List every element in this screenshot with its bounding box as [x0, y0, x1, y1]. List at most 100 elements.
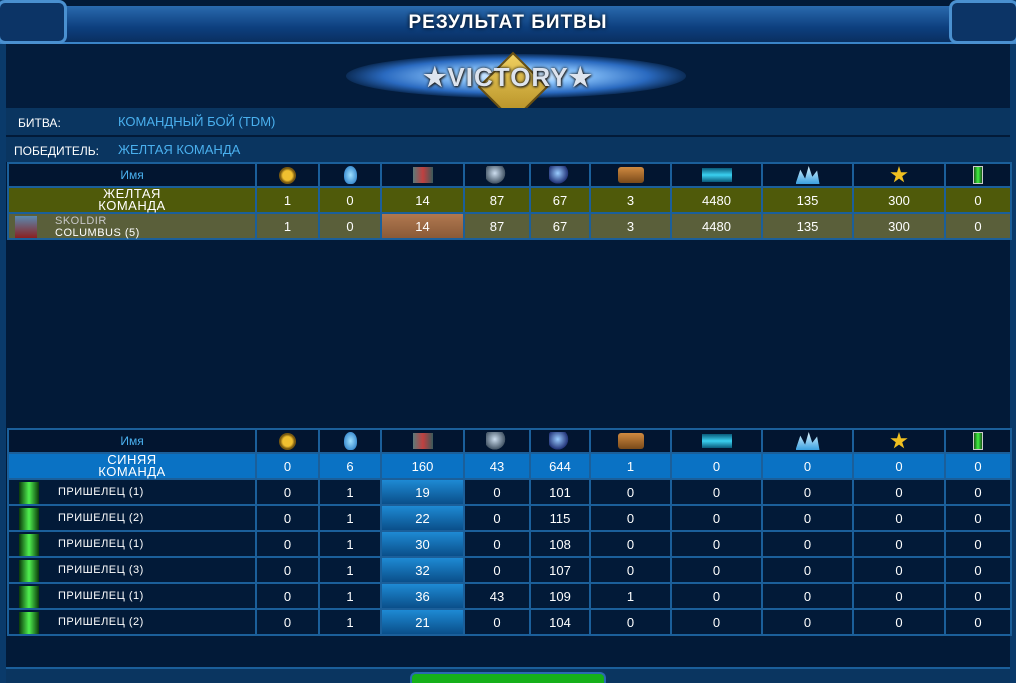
team-stat-cell: 4480 [670, 186, 763, 214]
player-name-cell: SKOLDIR COLUMBUS (5) [7, 212, 257, 240]
player-stat-cell: 101 [529, 478, 591, 506]
continue-button[interactable] [410, 672, 606, 683]
player-row[interactable]: ПРИШЕЛЕЦ (1) 0 1 19 0 101 0 0 0 0 0 [7, 478, 1012, 506]
player-stat-cell: 108 [529, 530, 591, 558]
alien-avatar [19, 534, 39, 556]
player-name: ПРИШЕЛЕЦ (1) [58, 538, 144, 550]
alien-avatar [19, 560, 39, 582]
player-name: ПРИШЕЛЕЦ (1) [58, 486, 144, 498]
player-stat-cell: 0 [589, 504, 672, 532]
player-stat-cell: 36 [380, 582, 465, 610]
crystals-icon [795, 166, 820, 184]
player-row[interactable]: ПРИШЕЛЕЦ (3) 0 1 32 0 107 0 0 0 0 0 [7, 556, 1012, 584]
player-stat-cell: 0 [761, 582, 854, 610]
player-stat-cell: 0 [670, 582, 763, 610]
player-stat-cell: 0 [944, 556, 1012, 584]
column-header-treasure-chest [589, 162, 672, 188]
player-stat-cell: 19 [380, 478, 465, 506]
player-stat-cell: 87 [463, 212, 531, 240]
team-stat-cell: 1 [589, 452, 672, 480]
team-stat-cell: 67 [529, 186, 591, 214]
player-stat-cell: 0 [944, 478, 1012, 506]
player-stat-cell: 0 [761, 504, 854, 532]
player-stat-cell: 22 [380, 504, 465, 532]
battle-info-row: БИТВА: КОМАНДНЫЙ БОЙ (TDM) [6, 108, 1010, 135]
player-stat-cell: 0 [255, 556, 320, 584]
team-name-line2: КОМАНДА [98, 464, 166, 479]
winner-team: ЖЕЛТАЯ КОМАНДА [118, 142, 241, 157]
player-name-cell: ПРИШЕЛЕЦ (1) [7, 478, 257, 506]
player-name-cell: ПРИШЕЛЕЦ (2) [7, 608, 257, 636]
player-stat-cell: 1 [318, 556, 382, 584]
player-stat-cell: 115 [529, 504, 591, 532]
column-header-green-battery [944, 162, 1012, 188]
medal-icon [279, 432, 296, 450]
team-stat-cell: 14 [380, 186, 465, 214]
player-stat-cell: 0 [589, 608, 672, 636]
damage-minus-icon [549, 432, 571, 450]
team-stat-cell: 0 [670, 452, 763, 480]
player-row[interactable]: SKOLDIR COLUMBUS (5) 1 0 14 87 67 3 4480 135 300 0 [7, 212, 1012, 240]
player-nick: SKOLDIR [55, 215, 107, 227]
column-header-star [852, 162, 946, 188]
team-stat-cell: 43 [463, 452, 531, 480]
star-icon [890, 432, 908, 449]
team-stat-cell: 644 [529, 452, 591, 480]
team-stat-cell: 135 [761, 186, 854, 214]
player-stat-cell: 0 [318, 212, 382, 240]
credits-icon [701, 434, 732, 449]
player-stat-cell: 0 [852, 504, 946, 532]
repair-plus-icon [486, 166, 508, 184]
player-stat-cell: 0 [670, 608, 763, 636]
team-stat-cell: 1 [255, 186, 320, 214]
player-name: ПРИШЕЛЕЦ (2) [58, 616, 144, 628]
team-stat-cell: 6 [318, 452, 382, 480]
player-stat-cell: 0 [852, 530, 946, 558]
player-stat-cell: 0 [463, 478, 531, 506]
player-stat-cell: 0 [852, 608, 946, 636]
player-stat-cell: 1 [318, 582, 382, 610]
player-stat-cell: 0 [670, 530, 763, 558]
alien-skull-icon [343, 432, 357, 450]
column-header-loot-crates [380, 428, 465, 454]
team-stat-cell: 0 [944, 186, 1012, 214]
player-stat-cell: 0 [463, 504, 531, 532]
column-header-treasure-chest [589, 428, 672, 454]
player-stat-cell: 0 [255, 530, 320, 558]
player-name-cell: ПРИШЕЛЕЦ (3) [7, 556, 257, 584]
alien-avatar [19, 482, 39, 504]
loot-crates-icon [412, 167, 433, 183]
player-stat-cell: 0 [670, 504, 763, 532]
player-stat-cell: 21 [380, 608, 465, 636]
player-stat-cell: 0 [255, 582, 320, 610]
team-name-line1: ЖЕЛТАЯ [103, 186, 161, 201]
player-stat-cell: 4480 [670, 212, 763, 240]
column-header-name: Имя [7, 428, 257, 454]
victory-text: ★VICTORY★ [423, 62, 593, 92]
player-name-cell: ПРИШЕЛЕЦ (2) [7, 504, 257, 532]
column-header-medal [255, 162, 320, 188]
blue-team-table: Имя СИНЯЯ КОМАНДА 0 6 160 43 644 1 0 0 0 0 ПРИШЕЛЕЦ (… [7, 428, 1012, 636]
player-stat-cell: 43 [463, 582, 531, 610]
player-name: ПРИШЕЛЕЦ (1) [58, 590, 144, 602]
team-stat-cell: 160 [380, 452, 465, 480]
yellow-team-table: Имя ЖЕЛТАЯ КОМАНДА 1 0 14 87 67 3 4480 135 300 0 SKOL… [7, 162, 1012, 240]
header-row: Имя [7, 428, 1012, 454]
team-total-row: СИНЯЯ КОМАНДА 0 6 160 43 644 1 0 0 0 0 [7, 452, 1012, 480]
player-stat-cell: 0 [255, 478, 320, 506]
player-stat-cell: 0 [463, 530, 531, 558]
player-row[interactable]: ПРИШЕЛЕЦ (2) 0 1 21 0 104 0 0 0 0 0 [7, 608, 1012, 636]
player-stat-cell: 0 [761, 608, 854, 636]
column-header-crystals [761, 162, 854, 188]
player-row[interactable]: ПРИШЕЛЕЦ (1) 0 1 30 0 108 0 0 0 0 0 [7, 530, 1012, 558]
player-stat-cell: 0 [944, 504, 1012, 532]
battle-label: БИТВА: [18, 116, 61, 130]
player-row[interactable]: ПРИШЕЛЕЦ (1) 0 1 36 43 109 1 0 0 0 0 [7, 582, 1012, 610]
column-header-star [852, 428, 946, 454]
player-stat-cell: 0 [670, 556, 763, 584]
column-header-damage-minus [529, 162, 591, 188]
treasure-chest-icon [617, 167, 644, 183]
treasure-chest-icon [617, 433, 644, 449]
player-stat-cell: 1 [318, 530, 382, 558]
player-row[interactable]: ПРИШЕЛЕЦ (2) 0 1 22 0 115 0 0 0 0 0 [7, 504, 1012, 532]
